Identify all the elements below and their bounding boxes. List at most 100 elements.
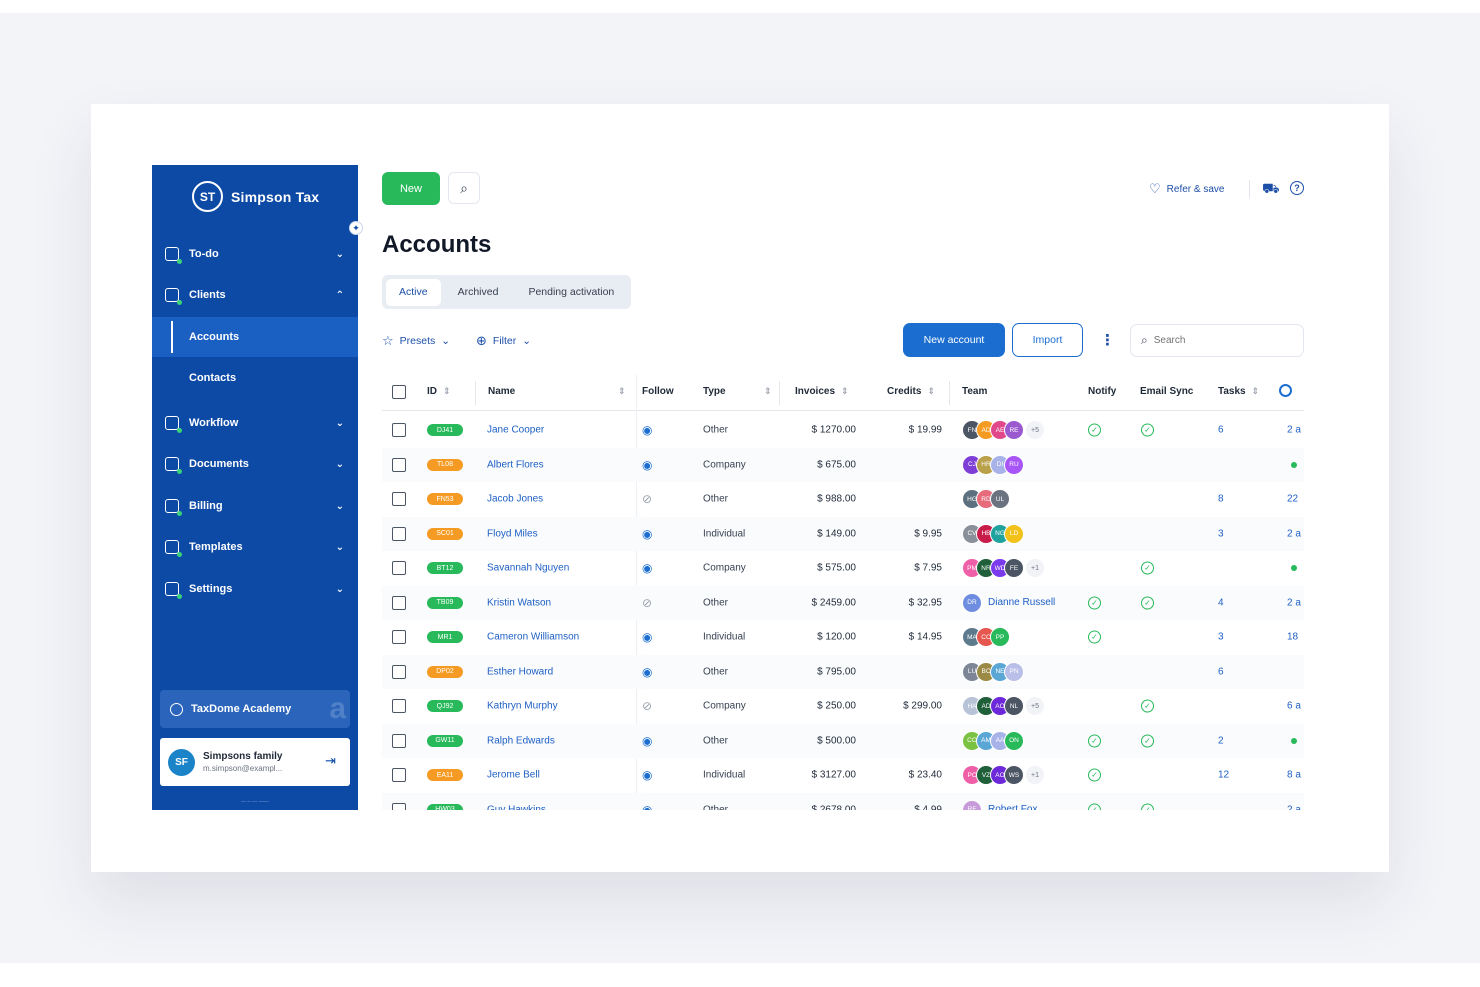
team-member-avatar[interactable]: NL xyxy=(1004,696,1024,717)
team-member-avatar[interactable]: ON xyxy=(1004,730,1024,751)
row-checkbox[interactable] xyxy=(392,492,406,507)
column-header-invoices[interactable]: Invoices ⇕ xyxy=(795,386,849,397)
follow-eye-icon[interactable]: ◉ xyxy=(642,768,653,783)
follow-eye-icon[interactable]: ◉ xyxy=(642,423,653,438)
tab-pending-activation[interactable]: Pending activation xyxy=(528,286,615,298)
sidebar-item-contacts[interactable]: Contacts xyxy=(152,358,358,398)
column-header-name[interactable]: Name xyxy=(488,386,516,397)
account-name-link[interactable]: Kristin Watson xyxy=(487,597,552,609)
tasks-count[interactable]: 12 xyxy=(1218,769,1230,781)
select-all-checkbox[interactable] xyxy=(392,385,406,399)
account-name-link[interactable]: Kathryn Murphy xyxy=(487,700,558,712)
sidebar-item-todo[interactable]: To-do ⌄ xyxy=(152,236,358,272)
team-member-avatar[interactable]: FE xyxy=(1004,558,1024,579)
tasks-count[interactable]: 8 xyxy=(1218,493,1224,505)
row-checkbox[interactable] xyxy=(392,664,406,679)
new-account-button[interactable]: New account xyxy=(903,323,1005,357)
tasks-count[interactable]: 4 xyxy=(1218,597,1224,609)
tab-active[interactable]: Active xyxy=(386,278,441,306)
account-name-link[interactable]: Esther Howard xyxy=(487,666,554,678)
account-name-link[interactable]: Ralph Edwards xyxy=(487,735,555,747)
account-name-link[interactable]: Albert Flores xyxy=(487,459,544,471)
team-member-avatar[interactable]: RU xyxy=(1004,454,1024,475)
team-more-count[interactable]: +1 xyxy=(1026,766,1044,785)
sidebar-item-workflow[interactable]: Workflow ⌄ xyxy=(152,405,358,441)
account-name-link[interactable]: Jerome Bell xyxy=(487,769,540,781)
team-member-avatar[interactable]: PN xyxy=(1004,661,1024,682)
search-input[interactable] xyxy=(1153,335,1284,346)
sidebar-item-templates[interactable]: Templates ⌄ xyxy=(152,529,358,565)
account-name-link[interactable]: Floyd Miles xyxy=(487,528,538,540)
new-button[interactable]: New xyxy=(382,172,440,205)
user-card[interactable]: SF Simpsons family m.simpson@exampl... ⇥ xyxy=(160,738,350,786)
row-checkbox[interactable] xyxy=(392,423,406,438)
account-name-link[interactable]: Jacob Jones xyxy=(487,493,544,505)
sidebar-item-billing[interactable]: Billing ⌄ xyxy=(152,488,358,524)
sidebar-item-documents[interactable]: Documents ⌄ xyxy=(152,446,358,482)
account-name-link[interactable]: Guy Hawkins xyxy=(487,804,546,810)
follow-eye-icon[interactable]: ◉ xyxy=(642,664,653,679)
brand[interactable]: ST Simpson Tax xyxy=(192,181,319,212)
tasks-count[interactable]: 3 xyxy=(1218,528,1224,540)
tab-archived[interactable]: Archived xyxy=(457,286,499,298)
global-search-button[interactable]: ⌕ xyxy=(448,172,480,204)
follow-eye-icon[interactable]: ◉ xyxy=(642,526,653,541)
follow-eye-icon[interactable]: ◉ xyxy=(642,561,653,576)
team-member-avatar[interactable]: LD xyxy=(1004,523,1024,544)
type-sort-icon[interactable]: ⇕ xyxy=(764,386,772,396)
account-name-link[interactable]: Jane Cooper xyxy=(487,424,545,436)
team-member-avatar[interactable]: RF xyxy=(962,799,982,810)
team-member-avatar[interactable]: UL xyxy=(990,489,1010,510)
follow-eye-icon[interactable]: ◉ xyxy=(642,457,653,472)
search-field[interactable]: ⌕ xyxy=(1130,324,1304,357)
team-member-avatar[interactable]: PP xyxy=(990,627,1010,648)
follow-eye-icon[interactable]: ◉ xyxy=(642,802,653,810)
row-checkbox[interactable] xyxy=(392,561,406,576)
unfollow-eye-icon[interactable]: ⊘ xyxy=(642,699,653,714)
column-settings-icon[interactable] xyxy=(1279,384,1292,397)
column-header-tasks[interactable]: Tasks ⇕ xyxy=(1218,386,1260,397)
row-checkbox[interactable] xyxy=(392,630,406,645)
team-member-avatar[interactable]: RE xyxy=(1004,420,1024,441)
logout-icon[interactable]: ⇥ xyxy=(325,753,336,768)
name-sort-icon[interactable]: ⇕ xyxy=(618,386,626,396)
row-checkbox[interactable] xyxy=(392,595,406,610)
sidebar-item-accounts[interactable]: Accounts xyxy=(152,317,358,357)
whats-new-icon[interactable]: ⛟ xyxy=(1262,180,1280,196)
unfollow-eye-icon[interactable]: ⊘ xyxy=(642,595,653,610)
follow-eye-icon[interactable]: ◉ xyxy=(642,630,653,645)
more-options-icon[interactable]: ⋮ xyxy=(1100,332,1115,349)
help-icon[interactable]: ? xyxy=(1290,181,1304,195)
academy-link[interactable]: TaxDome Academy a xyxy=(160,690,350,728)
team-member-avatar[interactable]: WS xyxy=(1004,765,1024,786)
sidebar-item-settings[interactable]: Settings ⌄ xyxy=(152,571,358,607)
team-more-count[interactable]: +5 xyxy=(1026,421,1044,440)
row-checkbox[interactable] xyxy=(392,526,406,541)
team-more-count[interactable]: +5 xyxy=(1026,697,1044,716)
sidebar-item-clients[interactable]: Clients ⌃ xyxy=(152,277,358,313)
account-name-link[interactable]: Cameron Williamson xyxy=(487,631,580,643)
team-member-avatar[interactable]: DR xyxy=(962,592,982,613)
team-more-count[interactable]: +1 xyxy=(1026,559,1044,578)
row-checkbox[interactable] xyxy=(392,733,406,748)
tasks-count[interactable]: 3 xyxy=(1218,631,1224,643)
account-name-link[interactable]: Savannah Nguyen xyxy=(487,562,570,574)
column-header-type[interactable]: Type xyxy=(703,386,726,397)
follow-eye-icon[interactable]: ◉ xyxy=(642,733,653,748)
row-checkbox[interactable] xyxy=(392,457,406,472)
unfollow-eye-icon[interactable]: ⊘ xyxy=(642,492,653,507)
row-checkbox[interactable] xyxy=(392,699,406,714)
import-button[interactable]: Import xyxy=(1012,323,1083,357)
column-header-credits[interactable]: Credits ⇕ xyxy=(887,386,935,397)
tasks-count[interactable]: 6 xyxy=(1218,666,1224,678)
presets-dropdown[interactable]: ☆ Presets ⌄ xyxy=(382,333,450,349)
filter-dropdown[interactable]: ⊕ Filter ⌄ xyxy=(476,333,531,349)
team-member-name[interactable]: Robert Fox xyxy=(988,804,1038,810)
column-header-id[interactable]: ID ⇕ xyxy=(427,386,451,397)
row-checkbox[interactable] xyxy=(392,768,406,783)
refer-and-save-link[interactable]: ♡ Refer & save xyxy=(1149,181,1224,197)
row-checkbox[interactable] xyxy=(392,802,406,810)
team-member-name[interactable]: Dianne Russell xyxy=(988,597,1056,609)
tasks-count[interactable]: 2 xyxy=(1218,735,1224,747)
tasks-count[interactable]: 6 xyxy=(1218,424,1224,436)
